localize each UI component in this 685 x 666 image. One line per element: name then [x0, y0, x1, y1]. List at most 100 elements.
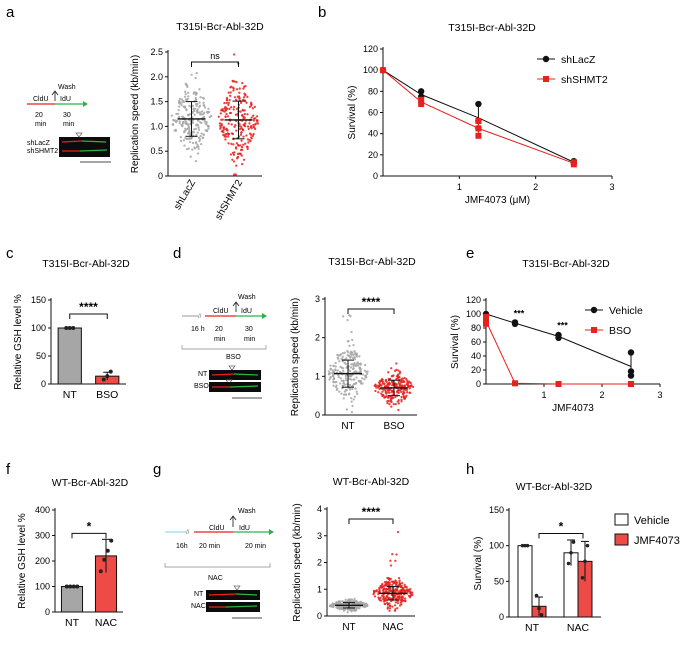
data-point	[183, 130, 186, 134]
data-point	[384, 583, 387, 586]
y-tick-label: 4	[317, 504, 322, 514]
fiber-row-label: NT	[198, 371, 208, 378]
data-point	[234, 173, 237, 176]
series-shLacZ: shLacZ	[379, 54, 596, 167]
data-point	[382, 600, 386, 603]
data-point	[238, 127, 242, 131]
data-point	[236, 155, 240, 159]
data-point	[359, 370, 363, 373]
data-point	[232, 89, 235, 92]
data-point	[335, 601, 338, 605]
significance-label: ***	[514, 308, 525, 318]
data-point	[219, 127, 222, 130]
data-point	[359, 382, 363, 385]
data-point	[242, 87, 245, 90]
data-point	[399, 599, 403, 602]
data-point	[351, 404, 354, 408]
data-point	[102, 557, 107, 562]
data-point	[380, 67, 386, 74]
data-point	[392, 581, 396, 584]
y-axis-label: Replication speed (kb/min)	[130, 55, 141, 173]
data-point	[225, 98, 229, 102]
chart-a: T315I-Bcr-Abl-32D 0 0.5 1.0 1.5 2.0 2.5 Replica…	[130, 21, 264, 222]
data-point	[247, 141, 250, 144]
schematic-g: Wash CldU IdU // 16h 20 min 20 min NAC N…	[164, 508, 274, 619]
legend-swatch	[614, 513, 629, 526]
data-point	[198, 104, 202, 107]
data-point	[377, 593, 380, 596]
panel-letter-d: d	[173, 245, 181, 262]
data-point	[227, 122, 230, 125]
data-point	[196, 143, 199, 147]
data-point	[229, 94, 232, 97]
data-point	[230, 85, 233, 88]
data-point	[347, 354, 351, 358]
data-point	[580, 575, 585, 580]
significance-bracket	[538, 533, 584, 539]
data-point	[235, 164, 238, 167]
y-tick-label: 1.0	[150, 121, 163, 131]
data-point	[353, 378, 356, 381]
data-point	[225, 101, 228, 105]
data-point	[332, 384, 335, 387]
data-point	[109, 538, 114, 543]
data-point	[232, 160, 236, 163]
data-point	[395, 553, 398, 556]
series-line	[485, 313, 632, 367]
data-point	[346, 611, 349, 614]
data-point	[195, 110, 198, 113]
data-point	[404, 600, 407, 603]
data-point	[396, 391, 399, 394]
data-point	[334, 368, 337, 371]
data-point	[394, 395, 397, 399]
data-point	[341, 600, 344, 603]
legend-marker	[591, 327, 597, 333]
data-point	[234, 113, 238, 116]
data-point	[347, 598, 350, 601]
significance-label: *	[87, 519, 92, 533]
data-point	[230, 123, 233, 126]
data-point	[183, 95, 187, 98]
y-tick-label: 0	[499, 612, 504, 622]
data-point	[101, 377, 106, 382]
data-point	[187, 147, 190, 150]
y-axis-label: Relative GSH level %	[13, 294, 24, 390]
data-point	[243, 112, 246, 116]
significance-bracket	[348, 518, 394, 524]
data-point	[350, 363, 353, 366]
data-point	[395, 362, 398, 365]
chart-d: T315I-Bcr-Abl-32D 0 1 2 3 Replication speed (…	[290, 256, 417, 432]
data-point	[520, 543, 525, 548]
data-point	[384, 602, 387, 606]
data-point	[242, 98, 245, 102]
data-point	[394, 559, 397, 563]
data-point	[585, 543, 590, 548]
data-point	[249, 132, 252, 135]
data-point	[391, 605, 394, 608]
data-point	[198, 139, 201, 143]
fiber-row-label: shSHMT2	[27, 148, 58, 155]
data-point	[354, 387, 357, 390]
data-point	[393, 593, 397, 597]
data-point	[227, 142, 230, 145]
data-point	[246, 145, 249, 149]
time-1: 20	[215, 326, 223, 333]
data-point	[351, 387, 354, 390]
data-point	[184, 136, 187, 140]
data-point	[177, 108, 180, 112]
data-point	[193, 128, 196, 131]
series-line	[382, 69, 575, 164]
data-point	[250, 103, 253, 106]
data-point	[405, 586, 408, 589]
data-point	[400, 595, 404, 598]
data-point	[238, 123, 241, 126]
data-point	[361, 373, 365, 376]
data-points-BSO	[373, 362, 415, 412]
data-points-shLacZ	[170, 71, 213, 163]
data-point	[356, 392, 359, 396]
data-point	[385, 380, 388, 384]
data-point	[225, 112, 228, 116]
data-point	[238, 97, 241, 100]
data-point	[386, 401, 389, 405]
data-point	[237, 95, 241, 98]
